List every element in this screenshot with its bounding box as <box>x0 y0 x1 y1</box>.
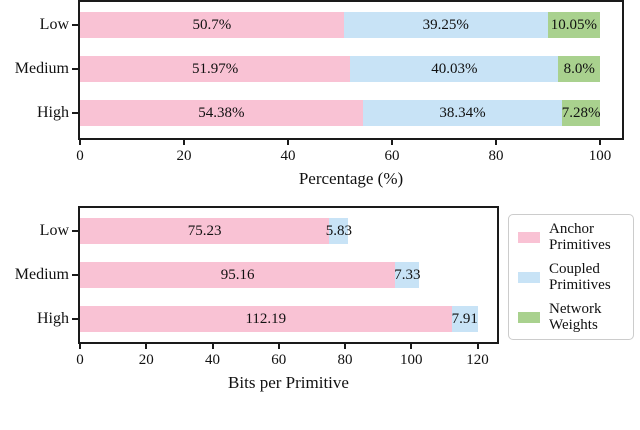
y-tick-mark <box>72 24 78 26</box>
y-tick-mark <box>72 68 78 70</box>
legend: Anchor Primitives Coupled Primitives Net… <box>508 214 634 340</box>
bar-segment-network <box>558 56 600 82</box>
y-category-label: Medium <box>14 266 69 283</box>
bar-segment-coupled <box>343 12 548 38</box>
y-category-label: High <box>37 104 69 121</box>
x-tick-mark <box>476 342 479 349</box>
x-tick-label: 0 <box>76 352 84 368</box>
legend-label-line: Anchor <box>549 221 594 237</box>
bar-segment-anchor <box>80 12 344 38</box>
bar-segment-anchor <box>80 262 396 288</box>
plot-box <box>78 206 499 344</box>
bar-value-label: 39.25% <box>422 17 469 33</box>
legend-label-anchor: Anchor Primitives <box>549 221 611 253</box>
y-tick-mark <box>72 230 78 232</box>
bar-value-label: 50.7% <box>192 17 232 33</box>
x-tick-label: 40 <box>205 352 220 368</box>
legend-label-line: Network <box>549 301 602 317</box>
bar-value-label: 7.28% <box>561 105 601 121</box>
x-tick-mark <box>599 138 601 145</box>
y-tick-mark <box>72 318 78 320</box>
x-tick-mark <box>79 138 81 145</box>
x-tick-label: 60 <box>271 352 287 368</box>
bar-segment-coupled <box>451 306 478 332</box>
x-tick-mark <box>277 342 280 349</box>
bar-value-label: 40.03% <box>431 61 478 77</box>
bar-value-label: 5.83 <box>325 223 352 239</box>
x-tick-label: 40 <box>280 148 296 164</box>
legend-swatch-anchor <box>518 232 540 243</box>
y-category-label: Medium <box>14 60 69 77</box>
bar-segment-anchor <box>80 218 330 244</box>
bar-value-label: 95.16 <box>220 267 255 283</box>
x-tick-mark <box>211 342 214 349</box>
bar-value-label: 51.97% <box>191 61 239 77</box>
bar-value-label: 112.19 <box>245 311 287 327</box>
bar-value-label: 7.91 <box>451 311 478 327</box>
legend-label-line: Primitives <box>549 276 611 293</box>
y-category-label: High <box>37 310 69 327</box>
x-tick-mark <box>344 342 346 349</box>
y-tick-mark <box>72 112 78 114</box>
bar-value-label: 54.38% <box>198 105 245 121</box>
legend-label-line: Coupled <box>549 261 600 277</box>
x-tick-mark <box>410 342 413 349</box>
x-axis-label: Bits per Primitive <box>228 373 349 392</box>
bar-segment-network <box>562 100 600 126</box>
x-tick-mark <box>495 138 497 145</box>
x-tick-label: 0 <box>76 148 84 164</box>
bar-segment-coupled <box>350 56 559 82</box>
legend-label-network: Network Weights <box>549 301 602 333</box>
x-tick-mark <box>183 138 185 145</box>
x-tick-label: 80 <box>337 352 353 368</box>
bar-segment-coupled <box>362 100 563 126</box>
x-tick-mark <box>287 138 289 145</box>
legend-item-anchor: Anchor Primitives <box>518 221 629 253</box>
plot-box <box>78 0 624 140</box>
x-tick-label: 120 <box>466 352 489 368</box>
bar-value-label: 75.23 <box>187 223 222 239</box>
legend-label-coupled: Coupled Primitives <box>549 261 611 293</box>
bar-segment-network <box>547 12 600 38</box>
y-tick-mark <box>72 274 78 276</box>
x-tick-label: 100 <box>400 352 423 368</box>
bar-value-label: 8.0% <box>563 61 595 77</box>
x-tick-mark <box>391 138 393 145</box>
bar-segment-anchor <box>80 100 363 126</box>
y-category-label: Low <box>39 222 69 239</box>
x-tick-label: 100 <box>588 148 612 164</box>
bar-value-label: 7.33 <box>394 267 421 283</box>
x-tick-label: 20 <box>138 352 154 368</box>
bar-segment-anchor <box>80 56 351 82</box>
legend-label-line: Primitives <box>549 236 611 253</box>
x-tick-mark <box>145 342 148 349</box>
x-tick-label: 20 <box>176 148 192 164</box>
bar-segment-coupled <box>395 262 420 288</box>
legend-swatch-network <box>518 312 540 323</box>
legend-item-coupled: Coupled Primitives <box>518 261 629 293</box>
x-axis-label: Percentage (%) <box>298 169 404 188</box>
legend-label-line: Weights <box>549 316 598 333</box>
bar-value-label: 38.34% <box>439 105 486 121</box>
x-tick-mark <box>79 342 81 349</box>
legend-swatch-coupled <box>518 272 540 283</box>
legend-item-network: Network Weights <box>518 301 629 333</box>
bar-segment-anchor <box>80 306 452 332</box>
y-category-label: Low <box>39 16 69 33</box>
bar-segment-coupled <box>329 218 349 244</box>
bar-value-label: 10.05% <box>550 17 597 33</box>
x-tick-label: 60 <box>384 148 400 164</box>
x-tick-label: 80 <box>488 148 504 164</box>
